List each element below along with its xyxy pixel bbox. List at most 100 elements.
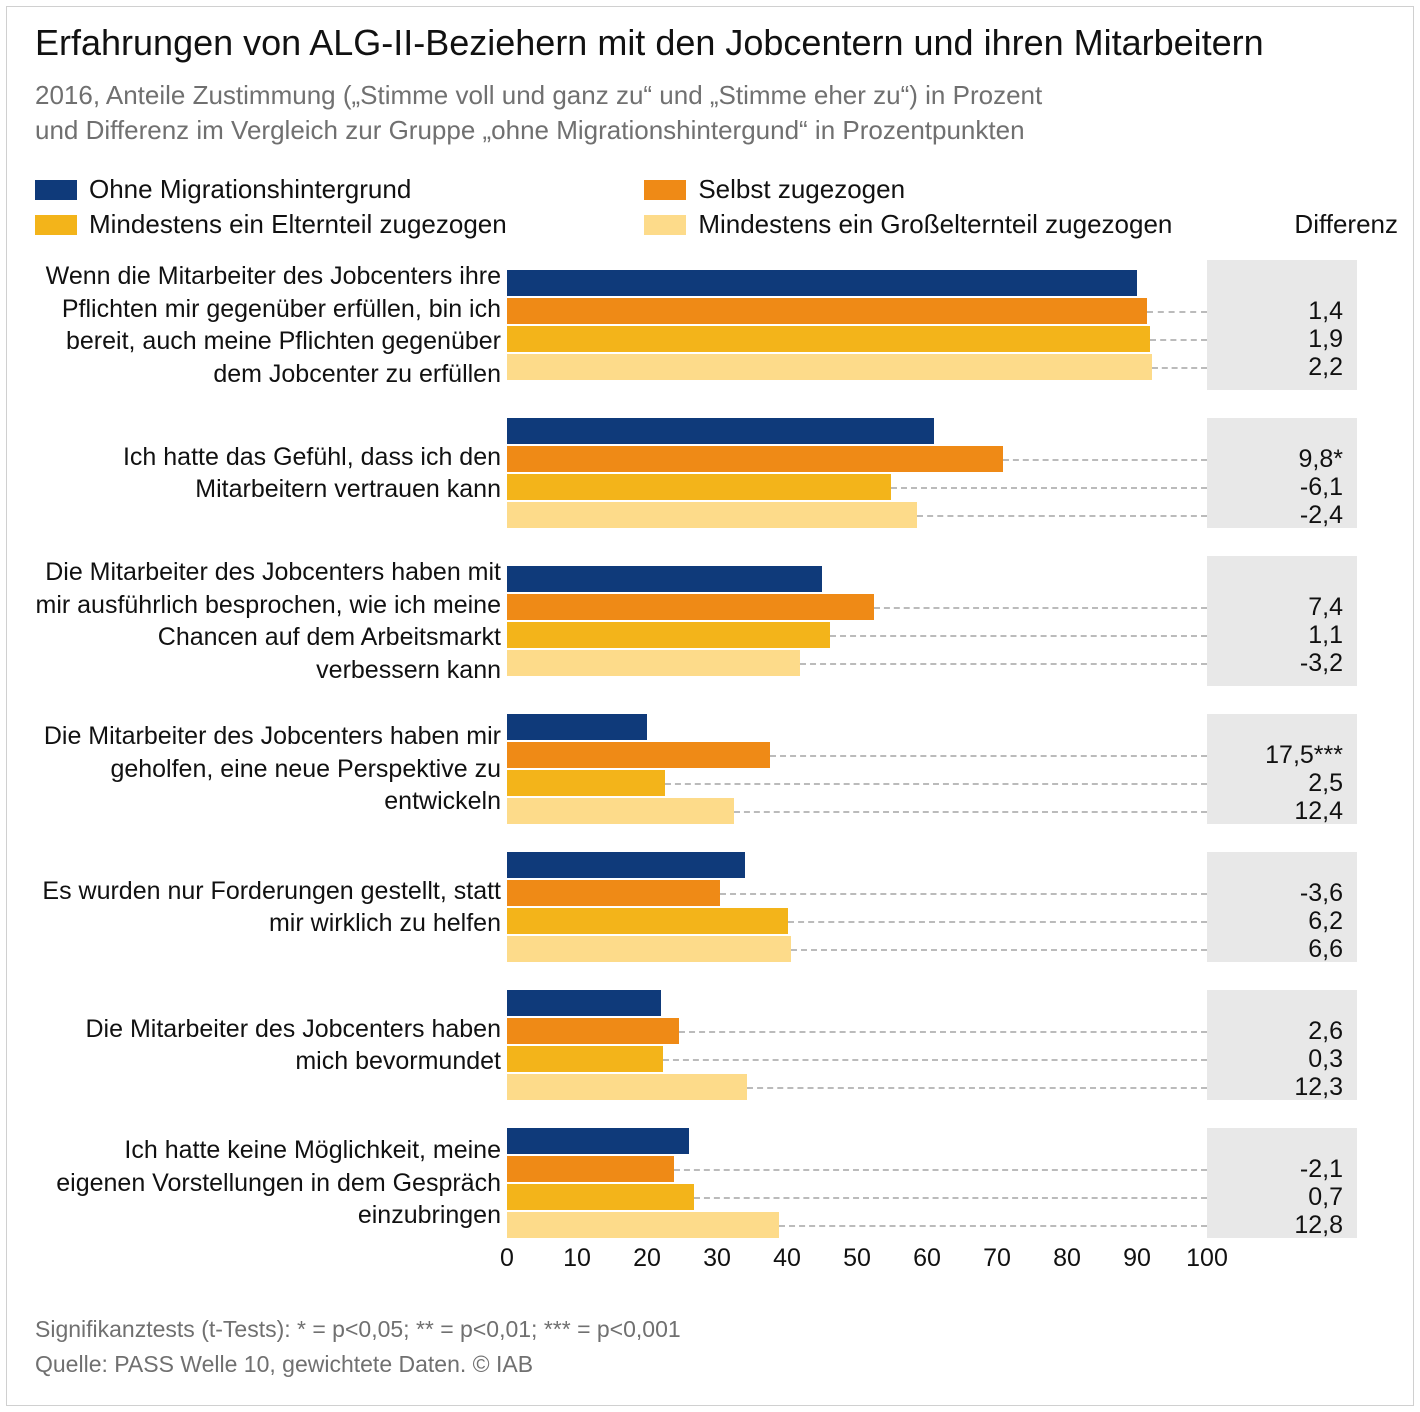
bar — [507, 770, 665, 796]
diff-value: 2,5 — [1217, 770, 1343, 796]
diff-column: 1,41,92,2 — [1207, 260, 1357, 390]
bar — [507, 622, 830, 648]
bar — [507, 566, 822, 592]
bar — [507, 936, 791, 962]
guide-line — [674, 1169, 1207, 1171]
bar — [507, 1156, 674, 1182]
legend-swatch — [35, 180, 77, 200]
category-group: Die Mitarbeiter des Jobcenters haben mit… — [35, 556, 1410, 686]
bar — [507, 714, 647, 740]
guide-line — [747, 1087, 1207, 1089]
category-label: Die Mitarbeiter des Jobcenters haben mir… — [35, 714, 507, 824]
bar — [507, 908, 788, 934]
guide-line — [734, 811, 1207, 813]
diff-value: 6,6 — [1217, 936, 1343, 962]
diff-value: 7,4 — [1217, 594, 1343, 620]
bar — [507, 852, 745, 878]
diff-column: 7,41,1-3,2 — [1207, 556, 1357, 686]
category-label: Die Mitarbeiter des Jobcenters haben mit… — [35, 556, 507, 686]
category-label: Ich hatte keine Möglichkeit, meine eigen… — [35, 1128, 507, 1238]
guide-line — [779, 1225, 1207, 1227]
bar — [507, 1184, 694, 1210]
axis-tick: 60 — [913, 1244, 941, 1273]
bar — [507, 270, 1137, 296]
bar — [507, 742, 770, 768]
diff-value: -6,1 — [1217, 474, 1343, 500]
guide-line — [694, 1197, 1207, 1199]
bars-column — [507, 990, 1207, 1100]
bar — [507, 1074, 747, 1100]
legend: Ohne Migrationshintergrund Selbst zugezog… — [35, 174, 1250, 240]
bar — [507, 1018, 679, 1044]
diff-column: 2,60,312,3 — [1207, 990, 1357, 1100]
diff-value: 12,3 — [1217, 1074, 1343, 1100]
guide-line — [1003, 459, 1207, 461]
axis-tick: 80 — [1053, 1244, 1081, 1273]
guide-line — [720, 893, 1207, 895]
legend-item: Selbst zugezogen — [644, 174, 1250, 205]
guide-line — [891, 487, 1207, 489]
guide-line — [800, 663, 1207, 665]
bar — [507, 474, 891, 500]
diff-value: 1,4 — [1217, 298, 1343, 324]
x-axis: 0102030405060708090100 — [507, 1244, 1207, 1284]
legend-label: Ohne Migrationshintergrund — [89, 174, 411, 205]
category-group: Wenn die Mitarbeiter des Jobcenters ihre… — [35, 260, 1410, 390]
diff-value: -2,4 — [1217, 502, 1343, 528]
diff-value: 9,8* — [1217, 446, 1343, 472]
legend-item: Mindestens ein Elternteil zugezogen — [35, 209, 584, 240]
axis-tick: 20 — [633, 1244, 661, 1273]
diff-column: 17,5***2,512,4 — [1207, 714, 1357, 824]
bars-column — [507, 1128, 1207, 1238]
guide-line — [770, 755, 1208, 757]
guide-line — [663, 1059, 1207, 1061]
diff-value: 17,5*** — [1217, 742, 1343, 768]
diff-value: -3,6 — [1217, 880, 1343, 906]
guide-line — [874, 607, 1207, 609]
bars-column — [507, 556, 1207, 686]
bars-column — [507, 418, 1207, 528]
guide-line — [830, 635, 1207, 637]
category-group: Die Mitarbeiter des Jobcenters haben mir… — [35, 714, 1410, 824]
category-label: Wenn die Mitarbeiter des Jobcenters ihre… — [35, 260, 507, 390]
category-group: Ich hatte keine Möglichkeit, meine eigen… — [35, 1128, 1410, 1238]
category-group: Die Mitarbeiter des Jobcenters haben mic… — [35, 990, 1410, 1100]
diff-value: -3,2 — [1217, 650, 1343, 676]
category-group: Ich hatte das Gefühl, dass ich den Mitar… — [35, 418, 1410, 528]
diff-value: 2,2 — [1217, 354, 1343, 380]
chart-footer: Signifikanztests (t-Tests): * = p<0,05; … — [35, 1312, 1410, 1381]
bar — [507, 354, 1152, 380]
bar — [507, 418, 934, 444]
legend-item: Mindestens ein Großelternteil zugezogen — [644, 209, 1250, 240]
guide-line — [1152, 367, 1207, 369]
category-label: Ich hatte das Gefühl, dass ich den Mitar… — [35, 418, 507, 528]
diff-value: 12,8 — [1217, 1212, 1343, 1238]
bar — [507, 502, 917, 528]
axis-tick: 90 — [1123, 1244, 1151, 1273]
diff-value: 0,7 — [1217, 1184, 1343, 1210]
category-label: Die Mitarbeiter des Jobcenters haben mic… — [35, 990, 507, 1100]
bar — [507, 798, 734, 824]
axis-tick: 70 — [983, 1244, 1011, 1273]
axis-tick: 40 — [773, 1244, 801, 1273]
diff-column-header: Differenz — [1250, 209, 1410, 240]
bar — [507, 650, 800, 676]
guide-line — [679, 1031, 1207, 1033]
guide-line — [1147, 311, 1207, 313]
axis-tick: 0 — [500, 1244, 514, 1273]
axis-tick: 30 — [703, 1244, 731, 1273]
axis-tick: 10 — [563, 1244, 591, 1273]
axis-tick: 50 — [843, 1244, 871, 1273]
bar — [507, 1212, 779, 1238]
legend-label: Mindestens ein Großelternteil zugezogen — [698, 209, 1172, 240]
legend-swatch — [644, 215, 686, 235]
diff-value: 1,1 — [1217, 622, 1343, 648]
diff-value: 2,6 — [1217, 1018, 1343, 1044]
diff-column: -2,10,712,8 — [1207, 1128, 1357, 1238]
legend-item: Ohne Migrationshintergrund — [35, 174, 584, 205]
guide-line — [665, 783, 1208, 785]
legend-label: Selbst zugezogen — [698, 174, 905, 205]
chart-subtitle: 2016, Anteile Zustimmung („Stimme voll u… — [35, 78, 1410, 148]
category-group: Es wurden nur Forderungen gestellt, stat… — [35, 852, 1410, 962]
diff-value: 12,4 — [1217, 798, 1343, 824]
